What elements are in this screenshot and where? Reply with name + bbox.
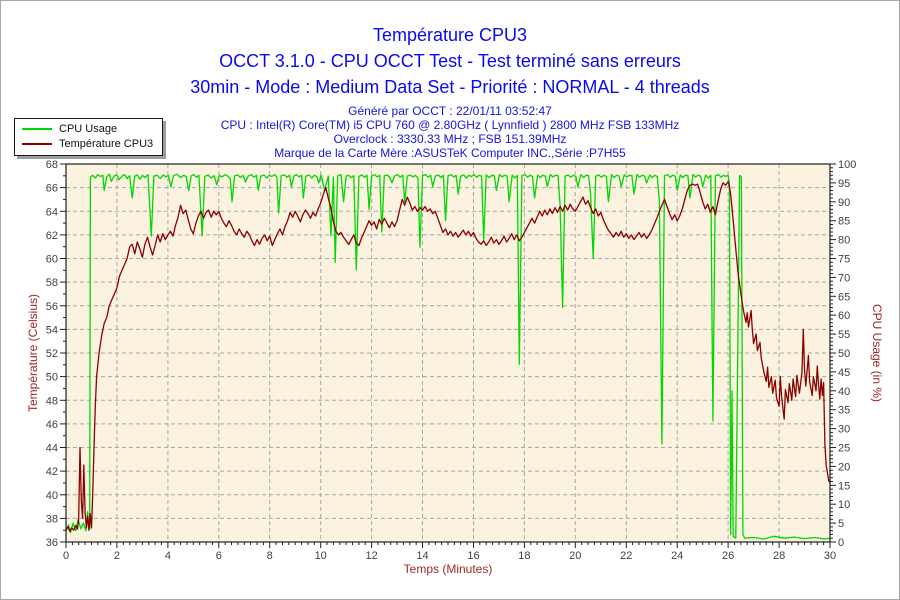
svg-text:6: 6 <box>216 550 222 562</box>
legend-line-sample-temperature <box>22 143 52 145</box>
subtitle-test-mode: 30min - Mode : Medium Data Set - Priorit… <box>190 77 710 97</box>
subtitle-test-result: OCCT 3.1.0 - CPU OCCT Test - Test termin… <box>219 51 681 71</box>
svg-text:56: 56 <box>46 301 58 313</box>
info-generated-timestamp: Généré par OCCT : 22/01/11 03:52:47 <box>348 104 552 118</box>
svg-text:40: 40 <box>838 386 850 398</box>
svg-text:14: 14 <box>416 550 428 562</box>
svg-text:35: 35 <box>838 405 850 417</box>
svg-text:46: 46 <box>46 419 58 431</box>
svg-text:12: 12 <box>365 550 377 562</box>
x-axis-title: Temps (Minutes) <box>404 562 493 576</box>
svg-text:54: 54 <box>46 324 58 336</box>
svg-text:45: 45 <box>838 367 850 379</box>
svg-text:0: 0 <box>838 537 844 549</box>
info-motherboard: Marque de la Carte Mère :ASUSTeK Compute… <box>274 146 626 160</box>
svg-text:95: 95 <box>838 178 850 190</box>
svg-text:50: 50 <box>46 372 58 384</box>
svg-text:10: 10 <box>315 550 327 562</box>
svg-text:48: 48 <box>46 395 58 407</box>
svg-text:4: 4 <box>165 550 171 562</box>
svg-text:68: 68 <box>46 159 58 171</box>
svg-text:60: 60 <box>46 254 58 266</box>
svg-text:70: 70 <box>838 272 850 284</box>
svg-text:80: 80 <box>838 235 850 247</box>
svg-text:60: 60 <box>838 310 850 322</box>
svg-text:28: 28 <box>773 550 785 562</box>
svg-text:8: 8 <box>267 550 273 562</box>
info-overclock: Overclock : 3330.33 MHz ; FSB 151.39MHz <box>333 132 567 146</box>
svg-text:20: 20 <box>838 461 850 473</box>
svg-text:64: 64 <box>46 206 58 218</box>
svg-text:0: 0 <box>63 550 69 562</box>
svg-text:16: 16 <box>467 550 479 562</box>
svg-text:30: 30 <box>838 424 850 436</box>
svg-text:100: 100 <box>838 159 856 171</box>
svg-text:52: 52 <box>46 348 58 360</box>
svg-text:25: 25 <box>838 443 850 455</box>
svg-text:42: 42 <box>46 466 58 478</box>
left-axis-title: Température (Celsius) <box>26 294 40 412</box>
svg-text:65: 65 <box>838 291 850 303</box>
legend-label-cpu-usage: CPU Usage <box>59 123 118 135</box>
svg-text:24: 24 <box>671 550 683 562</box>
right-axis-title: CPU Usage (in %) <box>870 304 884 402</box>
svg-text:58: 58 <box>46 277 58 289</box>
svg-text:90: 90 <box>838 197 850 209</box>
svg-text:85: 85 <box>838 216 850 228</box>
legend-label-temperature: Température CPU3 <box>59 138 154 150</box>
svg-text:55: 55 <box>838 329 850 341</box>
svg-text:38: 38 <box>46 513 58 525</box>
svg-text:20: 20 <box>569 550 581 562</box>
svg-text:36: 36 <box>46 537 58 549</box>
info-cpu-model: CPU : Intel(R) Core(TM) i5 CPU 760 @ 2.8… <box>220 118 680 132</box>
legend-item-temperature: Température CPU3 <box>22 138 153 150</box>
svg-text:62: 62 <box>46 230 58 242</box>
legend: CPU Usage Température CPU3 <box>14 118 164 156</box>
svg-text:15: 15 <box>838 480 850 492</box>
svg-text:44: 44 <box>46 443 58 455</box>
svg-text:30: 30 <box>824 550 836 562</box>
svg-text:22: 22 <box>620 550 632 562</box>
svg-text:50: 50 <box>838 348 850 360</box>
svg-text:18: 18 <box>518 550 530 562</box>
svg-text:26: 26 <box>722 550 734 562</box>
legend-item-cpu-usage: CPU Usage <box>22 123 153 135</box>
page-title: Température CPU3 <box>372 25 528 45</box>
svg-text:2: 2 <box>114 550 120 562</box>
svg-text:75: 75 <box>838 254 850 266</box>
svg-text:10: 10 <box>838 499 850 511</box>
svg-text:66: 66 <box>46 183 58 195</box>
svg-text:5: 5 <box>838 518 844 530</box>
legend-line-sample-cpu-usage <box>22 128 52 130</box>
svg-text:40: 40 <box>46 490 58 502</box>
